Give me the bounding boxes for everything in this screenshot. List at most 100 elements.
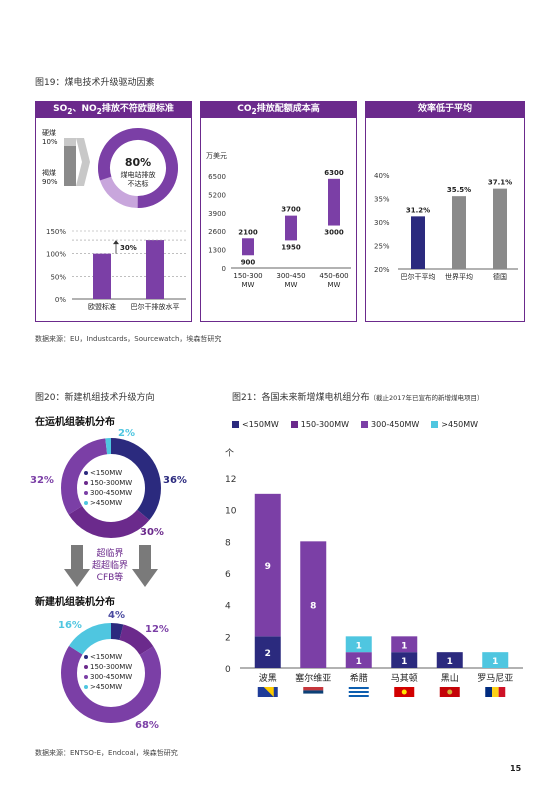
inner-legend-item: 150-300MW: [84, 478, 132, 488]
p2-xlabel: 300-450: [276, 272, 305, 280]
panel1-box: 硬煤 10% 褐煤 90% 80% 煤电站排放 不达标 150% 100% 50% 0…: [35, 117, 192, 322]
p2-xlabel: MW: [242, 281, 255, 289]
p3-bar: [452, 196, 466, 269]
new-pct-lt150: 4%: [108, 610, 125, 621]
lignite-bar: [64, 146, 76, 186]
p3-value-label: 35.5%: [447, 186, 471, 194]
fig21-bar-segment: [254, 636, 281, 668]
lignite-pct: 90%: [42, 178, 58, 186]
fig21-legend-label: 300-450MW: [371, 420, 420, 429]
fig21-xlabel: 希腊: [350, 672, 368, 684]
donut-segment: [61, 623, 161, 723]
new-donut: [61, 623, 161, 723]
fig21-segment-label: 9: [265, 562, 271, 572]
fig21-xlabel: 塞尔维亚: [295, 672, 331, 684]
donut-segment: [61, 438, 161, 538]
p2-ytick: 6500: [208, 173, 226, 181]
panel1-bar-chart: 150% 100% 50% 0% 欧盟标准 巴尔干排放水平 30%: [46, 228, 186, 311]
p1-gap-label: 30%: [120, 244, 137, 252]
fig21-ytick: 12: [225, 475, 236, 485]
inner-legend-item: 300-450MW: [84, 488, 132, 498]
lignite-label: 褐煤: [42, 169, 56, 177]
serbia-flag-icon: [303, 690, 324, 694]
p2-low-label: 1950: [281, 243, 301, 251]
p2-low-label: 3000: [324, 229, 344, 237]
p2-range-bar: [285, 215, 297, 241]
operating-pct-150-300: 30%: [140, 527, 164, 538]
p2-range-bar: [328, 178, 340, 226]
p3-value-label: 31.2%: [406, 206, 430, 214]
p1-ytick: 50%: [50, 273, 66, 281]
fig21-ytick: 10: [225, 507, 237, 517]
down-arrow-right-icon: [132, 545, 158, 587]
operating-inner-legend: <150MW 150-300MW 300-450MW >450MW: [84, 468, 132, 508]
fig21-xlabel: 波黑: [259, 672, 277, 684]
donut-segment: [61, 438, 161, 538]
hard-coal-bar: [64, 138, 76, 146]
p2-ytick: 3900: [208, 210, 226, 218]
fig21-bar-segment: [391, 636, 418, 653]
panel2-box: 万美元 6500 5200 3900 2600 1300 0 2100 900 150-300 MW…: [200, 117, 357, 322]
fig21-segment-label: 2: [265, 649, 271, 659]
p3-xlabel: 德国: [493, 272, 507, 281]
p2-ytick: 1300: [208, 247, 226, 255]
p3-xlabel: 世界平均: [445, 272, 473, 281]
inner-legend-item: 300-450MW: [84, 672, 132, 682]
fig21-legend-label: 150-300MW: [300, 420, 350, 429]
inner-legend-label: <150MW: [90, 653, 123, 661]
p2-high-label: 6300: [324, 169, 344, 177]
new-pct-gt450: 16%: [58, 620, 82, 631]
new-title: 新建机组装机分布: [35, 597, 115, 608]
fig21-ytick: 6: [225, 570, 231, 580]
donut-text2: 不达标: [127, 180, 149, 188]
fig21-stacked-bar-chart: 个 12 10 8 6 4 2 0 2 9 波黑 8 塞尔维亚 1 1 希腊 1 1 马其顿 1 黑山 1 罗马尼亚: [225, 448, 523, 697]
fig21-bar-segment: [345, 636, 372, 653]
fig21-unit: 个: [225, 448, 234, 459]
p1-xlabel: 欧盟标准: [88, 302, 116, 311]
fig21-ytick: 0: [225, 665, 231, 675]
p1-ytick: 0%: [55, 296, 66, 304]
arrow-chevron-icon: [76, 138, 90, 186]
fig20-source: 数据来源：ENTSO-E，Endcoal，埃森哲研究: [35, 749, 178, 757]
fig21-xlabel: 罗马尼亚: [477, 673, 513, 684]
inner-legend-item: 150-300MW: [84, 662, 132, 672]
romania-flag-icon: [498, 687, 506, 697]
arrow-text-3: CFB等: [96, 573, 124, 583]
legend-swatch-icon: [232, 421, 239, 428]
fig21-bar-segment: [436, 652, 463, 668]
fig21-subtitle: （截止2017年已宣布的新增煤电项目）: [369, 394, 484, 402]
legend-dot-icon: [84, 675, 88, 679]
hard-coal-pct: 10%: [42, 138, 58, 146]
inner-legend-label: 300-450MW: [90, 673, 133, 681]
panel1-title: SO2、NO2排放不符欧盟标准: [35, 101, 192, 117]
legend-dot-icon: [84, 491, 88, 495]
inner-legend-label: <150MW: [90, 469, 123, 477]
fig21-segment-label: 1: [356, 657, 362, 667]
fig19-title: 图19：煤电技术升级驱动因素: [35, 78, 155, 88]
fig21-legend-item: 300-450MW: [361, 420, 419, 429]
fig21-segment-label: 1: [492, 657, 498, 667]
operating-donut: [61, 438, 161, 538]
new-inner-legend: <150MW 150-300MW 300-450MW >450MW: [84, 652, 132, 692]
p1-ytick: 100%: [46, 251, 66, 259]
p3-bar: [411, 216, 425, 269]
p2-unit: 万美元: [206, 151, 227, 160]
legend-dot-icon: [84, 471, 88, 475]
bosnia-flag-icon: [263, 687, 274, 697]
arrow-text-1: 超临界: [96, 549, 124, 559]
fig21-xlabel: 黑山: [441, 673, 459, 684]
p3-value-label: 37.1%: [488, 179, 512, 187]
p2-xlabel: 450-600: [319, 272, 348, 280]
fig19-source: 数据来源：EU，Industcards，Sourcewatch，埃森哲研究: [35, 335, 222, 343]
fig20-title: 图20：新建机组技术升级方向: [35, 393, 155, 403]
fig21-ytick: 8: [225, 538, 231, 548]
romania-flag-icon: [492, 687, 499, 697]
legend-dot-icon: [84, 685, 88, 689]
legend-swatch-icon: [431, 421, 439, 428]
greece-flag-icon: [348, 687, 369, 689]
fig21-segment-label: 8: [310, 602, 316, 612]
legend-dot-icon: [84, 665, 88, 669]
inner-legend-label: 300-450MW: [90, 489, 133, 497]
donut-value: 80%: [124, 156, 152, 169]
p1-xlabel: 巴尔干排放水平: [131, 302, 180, 311]
